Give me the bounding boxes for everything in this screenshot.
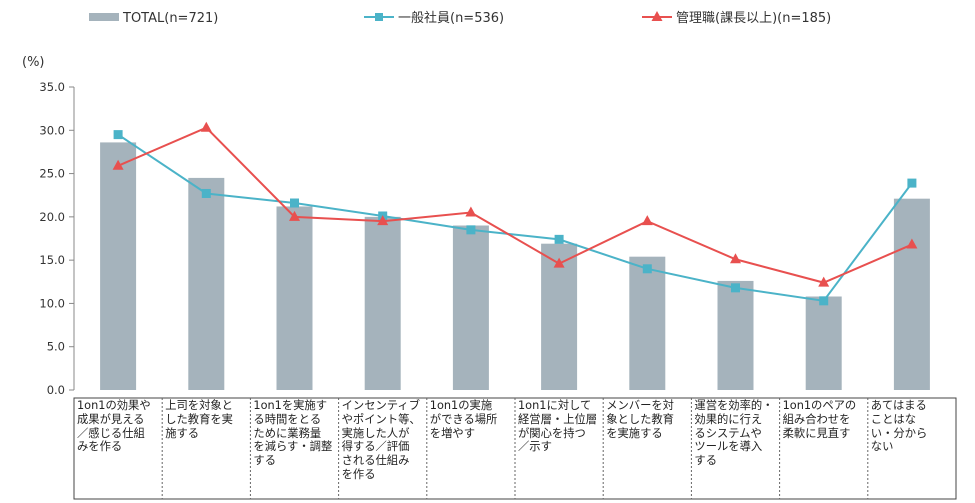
point-ippan-shain <box>554 234 564 244</box>
y-tick-label: 25.0 <box>39 167 65 181</box>
legend-swatch-total <box>89 13 119 21</box>
y-tick-label: 20.0 <box>39 210 65 224</box>
bar-total <box>188 177 225 390</box>
bar-total <box>805 296 842 390</box>
point-ippan-shain <box>907 178 917 188</box>
y-axis-unit-label: (%) <box>22 55 45 70</box>
point-ippan-shain <box>201 188 211 198</box>
point-kanrishoku <box>641 215 653 226</box>
point-kanrishoku <box>906 238 918 249</box>
point-ippan-shain <box>466 225 476 235</box>
category-label: 1on1の実施 ができる場所 を増やす <box>429 399 498 440</box>
legend-label: 管理職(課長以上)(n=185) <box>676 10 831 26</box>
bar-total <box>717 280 754 390</box>
legend-label: 一般社員(n=536) <box>398 10 504 26</box>
y-tick-label: 0.0 <box>47 383 65 397</box>
point-kanrishoku <box>818 276 830 287</box>
legend: TOTAL(n=721) 一般社員(n=536) 管理職(課長以上)(n=185) <box>89 10 831 26</box>
bar-total <box>893 198 930 390</box>
point-ippan-shain <box>731 283 740 293</box>
bar-total <box>276 206 313 390</box>
category-label: 運営を効率的・ 効果的に行え るシステムや ツールを導入 する <box>694 399 774 468</box>
point-kanrishoku <box>200 121 212 132</box>
y-tick-label: 35.0 <box>39 80 65 94</box>
legend-square-marker <box>375 13 383 21</box>
category-label: 上司を対象と した教育を実 施する <box>165 399 233 440</box>
bar-total <box>541 243 578 390</box>
category-label: 1on1の効果や 成果が見える ／感じる仕組 みを作る <box>77 399 151 454</box>
line-kanrishoku <box>117 126 913 284</box>
category-table <box>73 397 957 500</box>
point-ippan-shain <box>819 296 829 306</box>
category-label: 1on1のペアの 組み合わせを 柔軟に見直す <box>782 399 857 440</box>
bar-total <box>364 216 401 390</box>
bar-total <box>629 256 666 390</box>
category-label: メンバーを対 象とした教育 を実施する <box>606 399 674 440</box>
line-series <box>112 121 918 306</box>
point-ippan-shain <box>290 198 299 208</box>
category-label: 1on1に対して 経営層・上位層 が関心を持つ ／示す <box>518 399 598 454</box>
point-kanrishoku <box>730 253 741 264</box>
point-ippan-shain <box>642 264 652 274</box>
y-tick-label: 30.0 <box>39 123 65 137</box>
category-label: 1on1を実施す る時間をとる ために業務量 を減らす・調整 する <box>253 399 333 468</box>
bar-series-total <box>100 142 930 390</box>
point-kanrishoku <box>377 215 389 226</box>
y-tick-label: 15.0 <box>39 253 65 267</box>
point-kanrishoku <box>289 210 300 221</box>
category-label: あてはまる ことはな い・分から ない <box>870 399 928 454</box>
bar-total <box>100 142 137 390</box>
y-axis: 0.0 5.0 10.0 15.0 20.0 25.0 30.0 35.0 <box>39 80 75 397</box>
legend-triangle-marker <box>651 11 663 21</box>
line-ippan-shain <box>117 133 913 302</box>
bar-total <box>452 225 489 390</box>
y-tick-label: 10.0 <box>39 296 65 310</box>
point-kanrishoku <box>112 159 124 170</box>
y-tick-label: 5.0 <box>47 340 65 354</box>
point-kanrishoku <box>465 206 477 217</box>
category-label: インセンティブ やポイント等、 実施した人が 得する／評価 される仕組み を作る <box>341 399 421 481</box>
point-ippan-shain <box>113 130 123 140</box>
legend-label: TOTAL(n=721) <box>122 11 218 26</box>
point-kanrishoku <box>553 257 565 268</box>
